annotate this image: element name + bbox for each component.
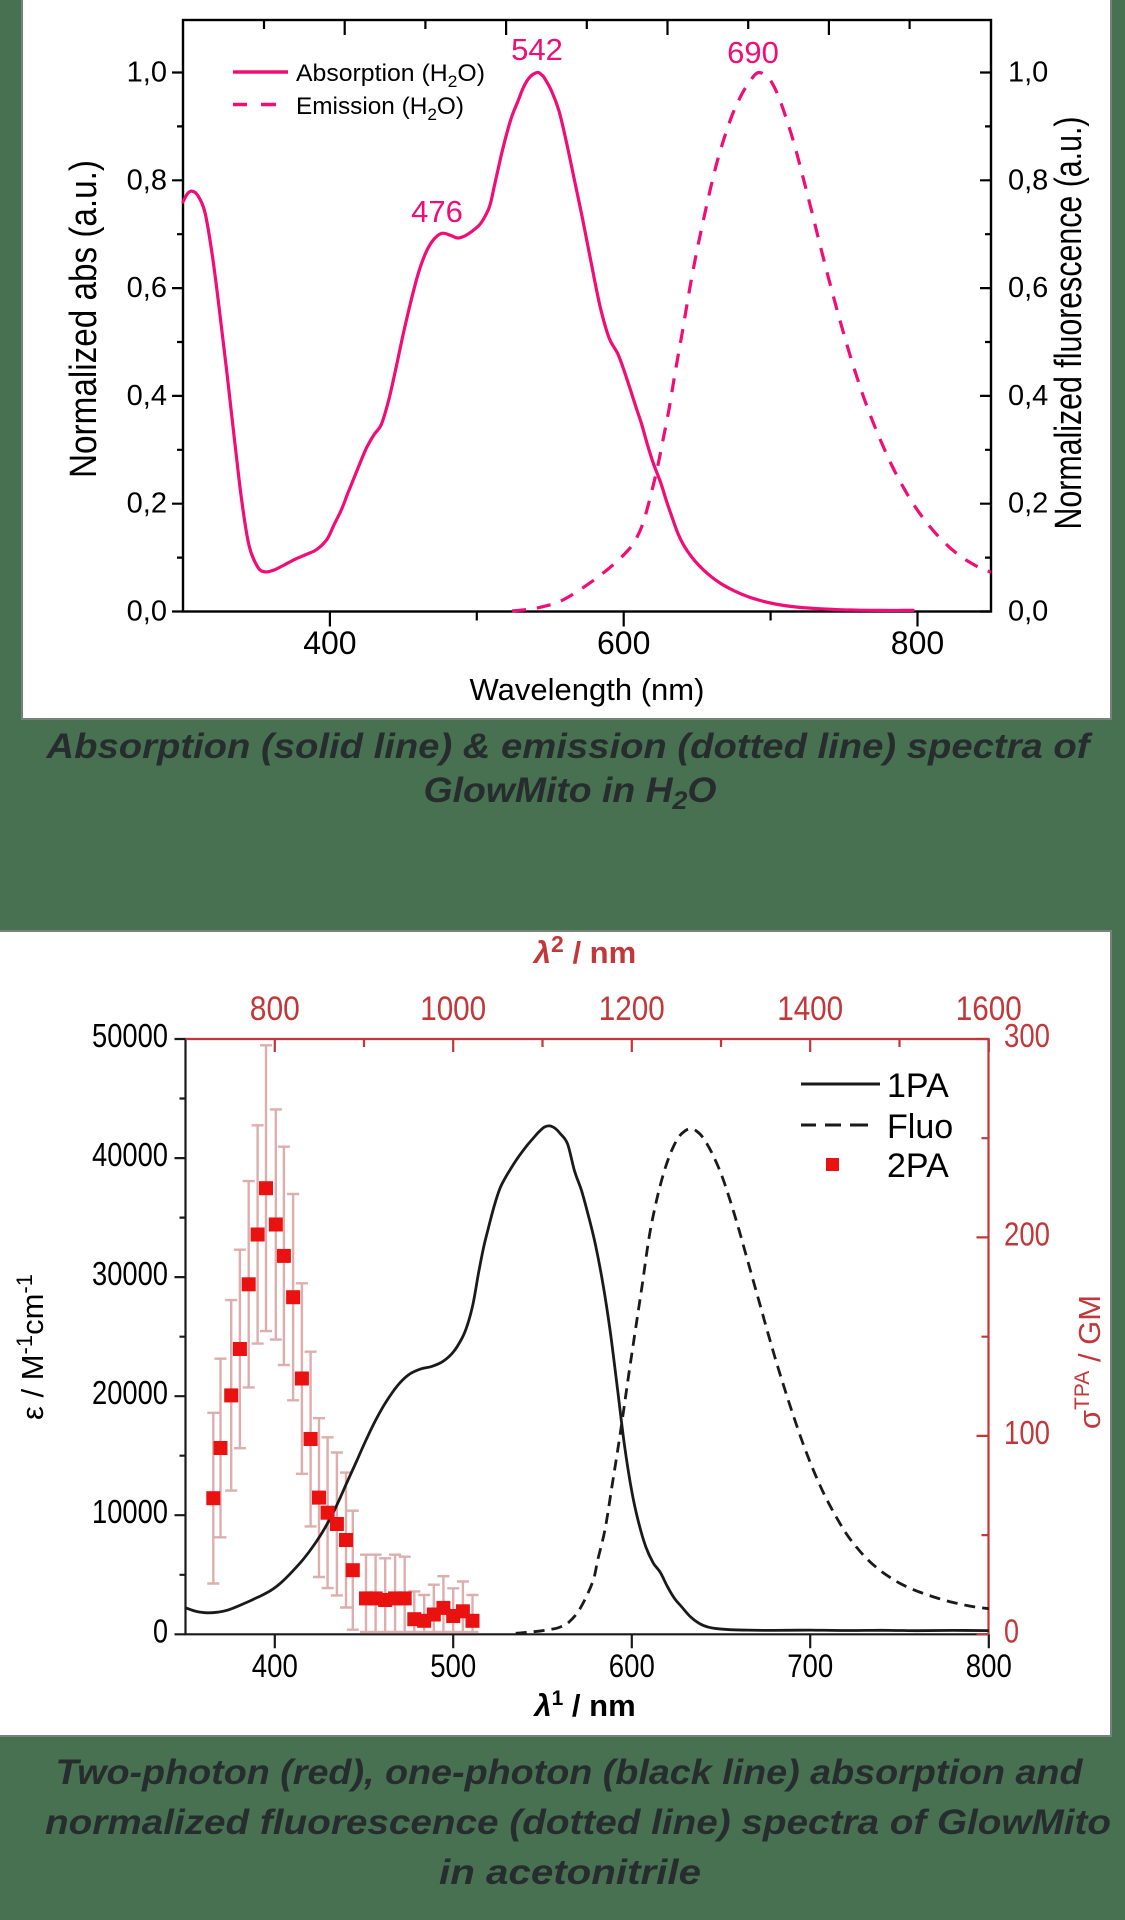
svg-text:1,0: 1,0 bbox=[1008, 57, 1048, 89]
svg-text:0,0: 0,0 bbox=[1008, 596, 1048, 628]
svg-text:800: 800 bbox=[250, 990, 300, 1028]
svg-text:40000: 40000 bbox=[92, 1136, 168, 1173]
svg-text:400: 400 bbox=[303, 625, 356, 661]
svg-text:Absorption (H2O): Absorption (H 2O) bbox=[296, 60, 485, 91]
svg-text:0,2: 0,2 bbox=[127, 488, 167, 520]
svg-text:Two-photon (red), one-photon (: Two-photon (red), one-photon (black line… bbox=[56, 1753, 1084, 1792]
svg-text:100: 100 bbox=[1004, 1414, 1050, 1451]
svg-text:Fluo: Fluo bbox=[887, 1108, 953, 1146]
svg-text:1600: 1600 bbox=[956, 990, 1022, 1028]
svg-text:Absorption (solid line) & emis: Absorption (solid line) & emission (dott… bbox=[45, 727, 1093, 766]
svg-text:2PA: 2PA bbox=[887, 1147, 949, 1185]
svg-text:Emission (H2O): Emission (H 2O) bbox=[296, 93, 464, 124]
svg-text:0: 0 bbox=[1004, 1612, 1019, 1649]
svg-text:in acetonitrile: in acetonitrile bbox=[439, 1853, 701, 1892]
svg-text:0,0: 0,0 bbox=[127, 596, 167, 628]
svg-text:1000: 1000 bbox=[420, 990, 486, 1028]
svg-text:0,6: 0,6 bbox=[1008, 272, 1048, 304]
svg-text:0,2: 0,2 bbox=[1008, 488, 1048, 520]
svg-text:300: 300 bbox=[1004, 1017, 1050, 1054]
svg-text:0,8: 0,8 bbox=[1008, 164, 1048, 196]
svg-text:0,4: 0,4 bbox=[1008, 380, 1048, 412]
svg-text:σTPA / GM: σTPA / GM bbox=[1071, 1295, 1107, 1429]
svg-text:0,8: 0,8 bbox=[127, 164, 167, 196]
svg-text:GlowMito in H2O: GlowMito in H 2O bbox=[424, 771, 717, 815]
svg-text:50000: 50000 bbox=[92, 1017, 168, 1054]
svg-text:800: 800 bbox=[891, 625, 944, 661]
svg-text:0: 0 bbox=[153, 1612, 168, 1649]
svg-text:200: 200 bbox=[1004, 1215, 1050, 1252]
svg-text:30000: 30000 bbox=[92, 1255, 168, 1292]
svg-text:10000: 10000 bbox=[92, 1493, 168, 1530]
svg-text:400: 400 bbox=[252, 1648, 298, 1684]
svg-text:690: 690 bbox=[727, 35, 779, 70]
svg-text:542: 542 bbox=[511, 32, 563, 67]
svg-text:1400: 1400 bbox=[777, 990, 843, 1028]
svg-text:Normalized abs (a.u.): Normalized abs (a.u.) bbox=[63, 160, 105, 478]
svg-text:1PA: 1PA bbox=[887, 1067, 949, 1105]
svg-text:Normalized fluorescence (a.u.): Normalized fluorescence (a.u.) bbox=[1048, 117, 1090, 530]
svg-text:λ1 / nm: λ1 / nm bbox=[532, 1687, 635, 1723]
svg-text:1200: 1200 bbox=[599, 990, 665, 1028]
svg-text:20000: 20000 bbox=[92, 1374, 168, 1411]
svg-text:600: 600 bbox=[597, 625, 650, 661]
svg-text:0,4: 0,4 bbox=[127, 380, 167, 412]
svg-text:600: 600 bbox=[609, 1648, 655, 1684]
svg-text:700: 700 bbox=[787, 1648, 833, 1684]
svg-text:Wavelength (nm): Wavelength (nm) bbox=[470, 672, 705, 707]
svg-text:λ2 / nm: λ2 / nm bbox=[532, 931, 636, 970]
svg-text:476: 476 bbox=[411, 194, 463, 229]
svg-text:1,0: 1,0 bbox=[127, 57, 167, 89]
svg-text:800: 800 bbox=[966, 1648, 1012, 1684]
svg-text:500: 500 bbox=[430, 1648, 476, 1684]
svg-text:0,6: 0,6 bbox=[127, 272, 167, 304]
svg-text:normalized fluorescence (dotte: normalized fluorescence (dotted line) sp… bbox=[45, 1803, 1111, 1842]
